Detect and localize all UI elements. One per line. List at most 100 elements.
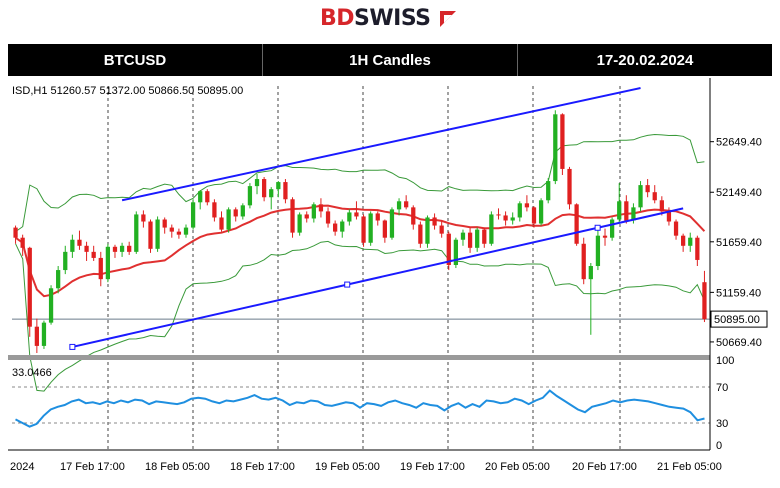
rsi-line bbox=[15, 389, 705, 428]
candle-body bbox=[198, 191, 203, 203]
candle bbox=[624, 195, 629, 224]
candle bbox=[368, 211, 373, 246]
candle bbox=[538, 198, 544, 226]
channel-lower-line bbox=[72, 207, 684, 348]
x-tick-label: 20 Feb 17:00 bbox=[572, 461, 637, 473]
candle bbox=[77, 230, 82, 250]
candle-body bbox=[254, 179, 260, 187]
candle-body bbox=[240, 205, 245, 217]
candle bbox=[574, 203, 579, 246]
pane-separator bbox=[8, 355, 710, 360]
candle bbox=[105, 243, 111, 283]
candle bbox=[432, 213, 437, 230]
candle bbox=[183, 224, 189, 238]
candle bbox=[219, 211, 224, 232]
candle-body bbox=[418, 224, 423, 244]
candle-body bbox=[404, 201, 409, 208]
candle-body bbox=[482, 229, 487, 244]
candle bbox=[609, 217, 615, 241]
x-tick-label: 2024 bbox=[10, 461, 34, 473]
candle-body bbox=[489, 214, 494, 244]
candle-body bbox=[333, 223, 338, 232]
candle bbox=[254, 173, 260, 195]
x-tick-label: 20 Feb 05:00 bbox=[485, 461, 550, 473]
candle bbox=[375, 211, 380, 226]
candle bbox=[148, 219, 153, 253]
candle-body bbox=[261, 179, 267, 198]
candle-body bbox=[546, 181, 551, 201]
candle-body bbox=[105, 246, 111, 280]
candle bbox=[13, 225, 18, 244]
candle-body bbox=[517, 203, 522, 218]
candle bbox=[681, 233, 686, 252]
candle bbox=[496, 208, 501, 220]
candle-body bbox=[475, 229, 480, 248]
bollinger-upper-line bbox=[15, 133, 705, 233]
candle bbox=[546, 178, 551, 204]
candle-body bbox=[311, 204, 316, 219]
candle bbox=[567, 166, 572, 210]
candle bbox=[84, 241, 89, 261]
candle bbox=[20, 234, 25, 256]
candle-body bbox=[695, 237, 700, 260]
candle bbox=[119, 242, 125, 257]
header-symbol: BTCUSD bbox=[8, 44, 263, 76]
candle-body bbox=[70, 239, 75, 252]
candle-body bbox=[382, 220, 387, 238]
candle-body bbox=[347, 212, 352, 222]
candle bbox=[588, 262, 593, 335]
candle-body bbox=[155, 219, 160, 249]
bollinger-lower-line bbox=[15, 240, 705, 392]
candle-body bbox=[638, 185, 643, 208]
candle bbox=[325, 207, 331, 228]
candle-body bbox=[496, 214, 501, 216]
candle bbox=[212, 199, 217, 222]
candle bbox=[283, 179, 288, 204]
candle-body bbox=[652, 192, 657, 201]
candle bbox=[226, 207, 231, 233]
candle-body bbox=[27, 247, 32, 327]
candle-body bbox=[538, 200, 544, 224]
candle-body bbox=[148, 221, 153, 249]
candle-body bbox=[219, 217, 224, 230]
x-tick-label: 18 Feb 17:00 bbox=[230, 461, 295, 473]
candle bbox=[269, 187, 274, 210]
candle bbox=[638, 181, 643, 212]
candle-body bbox=[446, 233, 451, 266]
candle-body bbox=[361, 216, 366, 243]
candle-body bbox=[297, 214, 302, 233]
candle-body bbox=[460, 232, 466, 240]
header-dates: 17-20.02.2024 bbox=[596, 51, 694, 69]
candle-body bbox=[673, 221, 679, 236]
price-tick-label: 52649.40 bbox=[716, 137, 762, 149]
candle bbox=[141, 210, 146, 228]
candle bbox=[531, 206, 537, 228]
candle-body bbox=[183, 227, 189, 235]
brand-arrow-icon bbox=[440, 11, 456, 27]
candle-body bbox=[503, 215, 508, 221]
candle bbox=[411, 205, 416, 230]
candle bbox=[361, 214, 366, 247]
candle bbox=[425, 215, 430, 248]
candle-body bbox=[354, 212, 359, 217]
brand-part-swiss: SWISS bbox=[354, 6, 431, 31]
candle bbox=[169, 224, 174, 238]
candle-body bbox=[609, 219, 615, 238]
candle-body bbox=[574, 204, 579, 244]
candle-body bbox=[233, 209, 238, 217]
candle bbox=[688, 232, 693, 252]
candle-body bbox=[396, 201, 402, 210]
candle bbox=[595, 229, 601, 271]
candle-body bbox=[602, 235, 608, 238]
candle-body bbox=[276, 182, 281, 190]
candle bbox=[702, 270, 707, 323]
candle bbox=[240, 203, 245, 220]
channel-anchor-point bbox=[69, 343, 76, 350]
candle bbox=[134, 211, 139, 254]
channel-anchor-point bbox=[344, 281, 351, 288]
candle-body bbox=[176, 231, 182, 235]
candle bbox=[475, 227, 480, 252]
candle-body bbox=[595, 235, 601, 267]
candle-body bbox=[510, 217, 515, 221]
x-tick-label: 21 Feb 05:00 bbox=[657, 461, 722, 473]
